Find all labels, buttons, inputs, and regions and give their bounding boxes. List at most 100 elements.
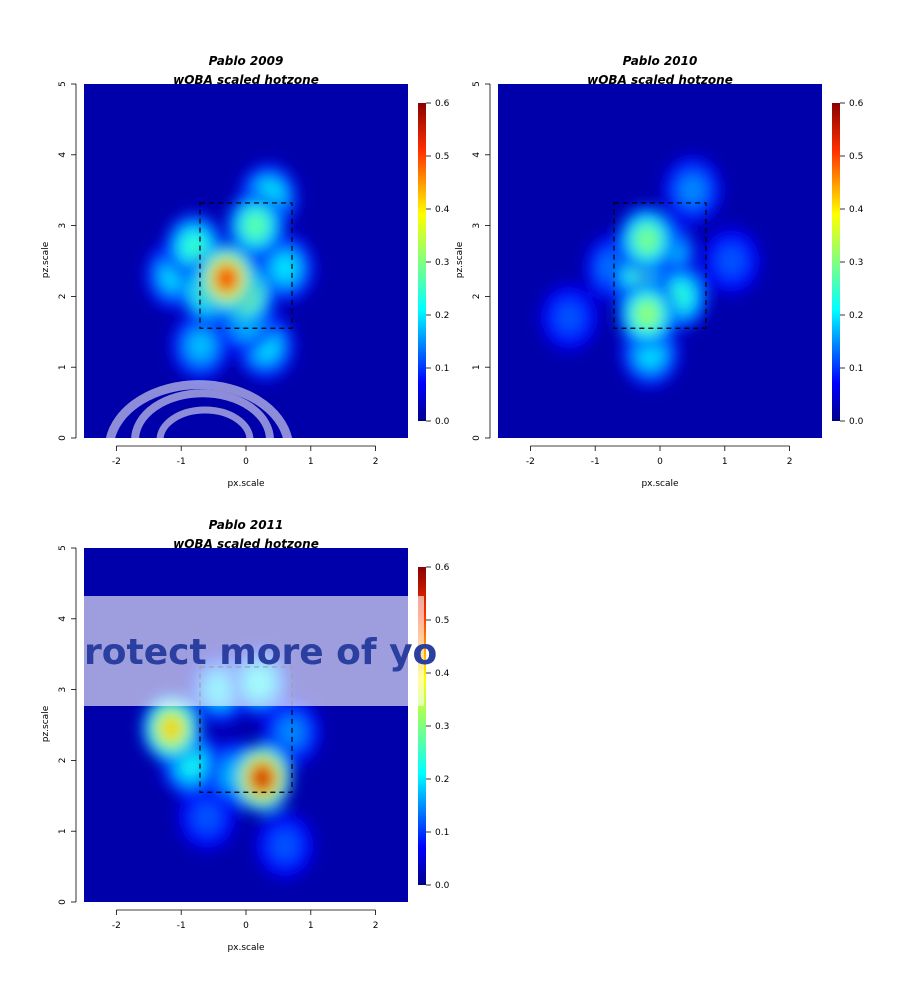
- strike-zone-box: [613, 202, 707, 329]
- hotspot-blob: [273, 832, 296, 859]
- hotspot-blob: [215, 266, 238, 292]
- colorbar-tick-label: 0.5: [849, 152, 863, 162]
- x-tick-label: 0: [657, 457, 663, 467]
- y-tick-label: 3: [58, 223, 68, 229]
- x-tick-label: 2: [373, 921, 379, 931]
- colorbar: 0.0 0.1 0.2 0.3 0.4 0.5 0.6: [418, 99, 450, 427]
- x-tick-label: -2: [526, 457, 535, 467]
- x-tick-label: 2: [373, 457, 379, 467]
- panel-subtitle: wOBA scaled hotzone: [173, 537, 319, 551]
- y-axis-label: pz.scale: [41, 705, 51, 742]
- x-tick-label: -2: [112, 921, 121, 931]
- hotspot-blob: [636, 301, 659, 327]
- x-tick-label: 1: [308, 457, 314, 467]
- colorbar-tick-label: 0.3: [435, 258, 449, 268]
- colorbar-tick-label: 0.0: [849, 417, 864, 427]
- colorbar: 0.0 0.1 0.2 0.3 0.4 0.5 0.6: [418, 563, 450, 891]
- y-tick-label: 1: [58, 364, 68, 370]
- hotspot-blob: [196, 804, 219, 830]
- y-axis-label: pz.scale: [41, 241, 51, 278]
- y-tick-label: 2: [472, 294, 482, 300]
- x-tick-label: -1: [591, 457, 600, 467]
- hotspot-blob: [280, 719, 303, 745]
- watermark-text: rotect more of yo: [84, 632, 437, 673]
- axes: -2 -1 0 1 2 0 1 2 3 4 5: [472, 81, 792, 467]
- x-tick-label: 0: [243, 921, 249, 931]
- colorbar-tick-label: 0.4: [849, 205, 864, 215]
- y-tick-label: 2: [58, 294, 68, 300]
- heatmap-panel-2009: Pablo 2009 wOBA scaled hotzone -2 -1 0 1 2 0 1…: [41, 54, 450, 489]
- colorbar-gradient: [832, 103, 840, 421]
- colorbar-tick-label: 0.5: [435, 616, 449, 626]
- x-axis-label: px.scale: [227, 479, 265, 489]
- y-tick-label: 5: [472, 81, 482, 87]
- x-tick-label: -1: [177, 921, 186, 931]
- hotspot-blob: [681, 177, 704, 203]
- x-tick-label: -2: [112, 457, 121, 467]
- x-tick-label: 1: [308, 921, 314, 931]
- colorbar-tick-label: 0.5: [435, 152, 449, 162]
- watermark-banner: rotect more of yo: [84, 596, 437, 706]
- strike-zone-box: [199, 202, 293, 329]
- colorbar-tick-label: 0.2: [435, 311, 449, 321]
- y-tick-label: 1: [58, 828, 68, 834]
- hotspot-blob: [636, 227, 659, 253]
- hotspot-blob: [558, 304, 581, 331]
- heatmap-panel-2010: Pablo 2010 wOBA scaled hotzone -2 -1 0 1 2 0 1…: [455, 54, 864, 489]
- colorbar-tick-label: 0.4: [435, 205, 450, 215]
- hotspot-blob: [189, 333, 212, 359]
- x-tick-label: 1: [722, 457, 728, 467]
- colorbar-tick-label: 0.0: [435, 417, 450, 427]
- panel-title: Pablo 2011: [209, 518, 284, 532]
- y-tick-label: 1: [472, 364, 482, 370]
- x-tick-label: 0: [243, 457, 249, 467]
- colorbar-tick-label: 0.1: [435, 828, 449, 838]
- x-axis-label: px.scale: [227, 943, 265, 953]
- plot-area: [498, 84, 822, 438]
- x-axis-label: px.scale: [641, 479, 679, 489]
- colorbar-tick-label: 0.2: [849, 311, 863, 321]
- axes: -2 -1 0 1 2 0 1 2 3 4 5: [58, 81, 378, 467]
- colorbar-tick-label: 0.6: [435, 563, 450, 573]
- colorbar-gradient: [418, 567, 426, 885]
- y-tick-label: 4: [58, 616, 68, 622]
- x-tick-label: -1: [177, 457, 186, 467]
- colorbar-tick-label: 0.2: [435, 775, 449, 785]
- watermark-rings: [105, 380, 293, 441]
- y-tick-label: 4: [472, 152, 482, 158]
- y-tick-label: 4: [58, 152, 68, 158]
- y-axis-label: pz.scale: [455, 241, 465, 278]
- hotspot-blob: [273, 255, 296, 281]
- colorbar-tick-label: 0.6: [435, 99, 450, 109]
- colorbar-tick-label: 0.6: [849, 99, 864, 109]
- panel-subtitle: wOBA scaled hotzone: [587, 73, 733, 87]
- colorbar-tick-label: 0.0: [435, 881, 450, 891]
- colorbar-tick-label: 0.1: [849, 364, 863, 374]
- panel-title: Pablo 2009: [209, 54, 284, 68]
- colorbar-tick-label: 0.4: [435, 669, 450, 679]
- y-tick-label: 2: [58, 758, 68, 764]
- colorbar-tick-label: 0.1: [435, 364, 449, 374]
- y-tick-label: 5: [58, 81, 68, 87]
- y-tick-label: 5: [58, 545, 68, 551]
- colorbar-tick-label: 0.3: [849, 258, 863, 268]
- panel-title: Pablo 2010: [623, 54, 698, 68]
- x-tick-label: 2: [787, 457, 793, 467]
- y-tick-label: 3: [472, 223, 482, 229]
- plot-area: [84, 84, 408, 438]
- hotspot-blob: [244, 212, 267, 239]
- colorbar-gradient: [418, 103, 426, 421]
- hotspot-blob: [251, 765, 274, 791]
- y-tick-label: 0: [58, 899, 68, 905]
- colorbar-tick-label: 0.3: [435, 722, 449, 732]
- y-tick-label: 0: [58, 435, 68, 441]
- hotspot-blob: [160, 715, 183, 742]
- axes: -2 -1 0 1 2 0 1 2 3 4 5: [58, 545, 378, 931]
- colorbar: 0.0 0.1 0.2 0.3 0.4 0.5 0.6: [832, 99, 864, 427]
- y-tick-label: 0: [472, 435, 482, 441]
- y-tick-label: 3: [58, 687, 68, 693]
- hotspot-blob: [720, 248, 743, 274]
- panel-subtitle: wOBA scaled hotzone: [173, 73, 319, 87]
- heatmap-panel-2011: Pablo 2011 wOBA scaled hotzone -2 -1 0 1 2 0 1…: [41, 518, 450, 953]
